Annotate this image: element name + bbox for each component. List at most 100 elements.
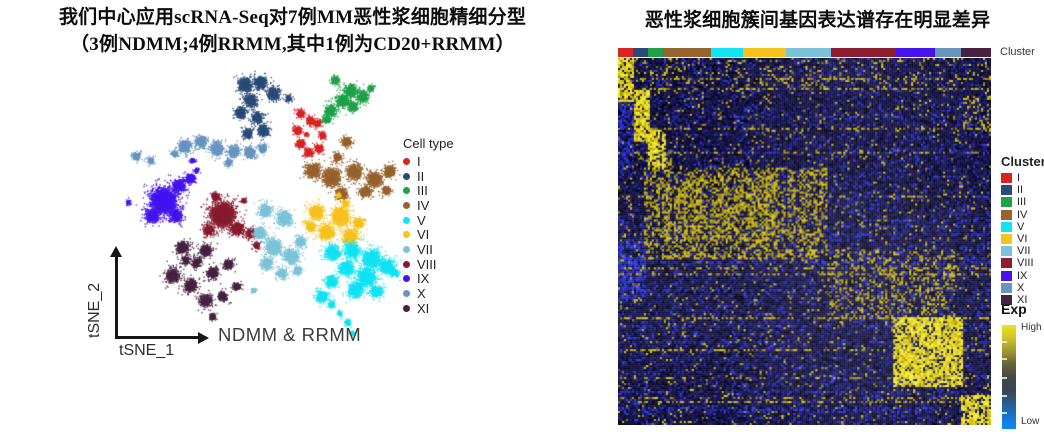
tsne-y-label: tSNE_2: [86, 282, 103, 338]
cluster-swatch-icon: [1001, 197, 1012, 208]
heatmap-bar-label: Cluster: [1000, 46, 1035, 58]
cluster-bar-segment: [711, 48, 743, 57]
cluster-bar-segment: [934, 48, 962, 57]
celltype-dot-icon: [403, 172, 410, 180]
cluster-swatch-icon: [1001, 246, 1012, 257]
exp-tick: [1002, 394, 1007, 397]
celltype-legend-item: X: [403, 286, 454, 301]
cluster-label: IV: [1017, 208, 1028, 221]
cluster-label: II: [1017, 184, 1024, 197]
cluster-legend-item: VIII: [1001, 257, 1044, 269]
cluster-label: X: [1017, 281, 1025, 294]
cluster-swatch-icon: [1001, 282, 1012, 293]
tsne-y-axis: [115, 256, 118, 337]
cluster-legend-item: I: [1001, 172, 1044, 184]
cluster-label: V: [1017, 220, 1025, 233]
celltype-legend-item: I: [403, 154, 454, 169]
cluster-swatch-icon: [1001, 185, 1012, 196]
cluster-bar-segment: [742, 48, 787, 57]
celltype-dot-icon: [403, 216, 410, 224]
tsne-x-axis: [115, 336, 200, 339]
celltype-legend-item: VI: [403, 227, 454, 242]
cluster-bar-segment: [618, 48, 633, 57]
exp-tick: [1002, 412, 1007, 415]
cluster-legend-item: IV: [1001, 209, 1044, 221]
cluster-swatch-icon: [1001, 234, 1012, 245]
celltype-label: VI: [417, 227, 430, 243]
left-title-line2: （3例NDMM;4例RRMM,其中1例为CD20+RRMM）: [70, 33, 515, 55]
cluster-bar-segment: [896, 48, 935, 57]
exp-tick: [1002, 377, 1007, 379]
expression-heatmap: [618, 58, 991, 425]
cluster-swatch-icon: [1001, 258, 1012, 269]
cluster-legend-item: X: [1001, 282, 1044, 294]
celltype-label: IV: [417, 197, 430, 213]
exp-low-label: Low: [1021, 416, 1040, 427]
celltype-label: V: [417, 212, 426, 228]
cluster-label: I: [1017, 172, 1021, 185]
y-axis-arrow-icon: [110, 246, 122, 257]
celltype-legend-item: VIII: [403, 257, 454, 272]
cluster-legend-item: VII: [1001, 245, 1044, 257]
cluster-bar-segment: [961, 48, 991, 57]
cluster-legend-items: I II III IV V VI VII VIII IX X XI: [1001, 172, 1044, 306]
cluster-legend-item: XI: [1001, 294, 1044, 306]
cluster-legend-item: IX: [1001, 270, 1044, 282]
cluster-legend-item: II: [1001, 184, 1044, 196]
celltype-dot-icon: [403, 201, 410, 209]
celltype-legend: Cell type I II III IV V VI VII VIII IX X XI: [403, 136, 454, 316]
cluster-swatch-icon: [1001, 270, 1012, 281]
celltype-legend-item: III: [403, 183, 454, 198]
cluster-bar-segment: [831, 48, 897, 57]
celltype-legend-item: XI: [403, 301, 454, 316]
exp-high-label: High: [1021, 322, 1042, 333]
celltype-label: IX: [417, 271, 430, 287]
cluster-label: VI: [1017, 233, 1028, 246]
cluster-label: XI: [1017, 293, 1028, 306]
celltype-dot-icon: [403, 304, 410, 312]
celltype-label: I: [417, 153, 421, 169]
cluster-swatch-icon: [1001, 209, 1012, 220]
cluster-bar-segment: [663, 48, 712, 57]
exp-tick: [1002, 358, 1007, 361]
right-panel-title: 恶性浆细胞簇间基因表达谱存在明显差异: [644, 10, 991, 31]
cluster-bar-segment: [786, 48, 832, 57]
exp-legend-title: Exp: [1001, 301, 1027, 317]
left-panel-title: 我们中心应用scRNA-Seq对7例MM恶性浆细胞精细分型 （3例NDMM;4例…: [10, 5, 575, 58]
celltype-dot-icon: [403, 231, 410, 239]
cluster-bar-segment: [647, 48, 664, 57]
celltype-label: II: [417, 168, 425, 184]
celltype-dot-icon: [403, 245, 410, 253]
celltype-label: III: [417, 183, 428, 199]
cluster-legend-item: V: [1001, 221, 1044, 233]
cluster-swatch-icon: [1001, 173, 1012, 184]
celltype-legend-item: IV: [403, 198, 454, 213]
cluster-label: III: [1017, 196, 1027, 209]
cluster-legend-item: VI: [1001, 233, 1044, 245]
celltype-legend-item: V: [403, 213, 454, 228]
exp-tick: [1002, 340, 1007, 343]
cluster-swatch-icon: [1001, 294, 1012, 305]
celltype-legend-item: IX: [403, 271, 454, 287]
celltype-label: VIII: [417, 256, 437, 272]
heatmap-cluster-annotation-bar: [618, 48, 991, 57]
celltype-dot-icon: [403, 157, 410, 165]
cluster-label: VIII: [1017, 257, 1034, 270]
cluster-swatch-icon: [1001, 221, 1012, 232]
cluster-bar-segment: [632, 48, 648, 57]
celltype-label: XI: [417, 300, 430, 316]
celltype-label: X: [417, 286, 426, 302]
celltype-label: VII: [417, 241, 433, 257]
left-title-line1: 我们中心应用scRNA-Seq对7例MM恶性浆细胞精细分型: [58, 7, 527, 28]
celltype-legend-item: II: [403, 169, 454, 184]
x-axis-arrow-icon: [198, 331, 209, 344]
tsne-x-label: tSNE_1: [119, 342, 175, 359]
tsne-annotation: NDMM & RRMM: [218, 324, 362, 345]
exp-gradient-bar: [1002, 325, 1016, 429]
celltype-dot-icon: [403, 187, 410, 195]
celltype-dot-icon: [403, 260, 410, 268]
cluster-label: VII: [1017, 245, 1031, 258]
celltype-dot-icon: [403, 290, 410, 298]
celltype-legend-items: I II III IV V VI VII VIII IX X XI: [403, 154, 454, 316]
